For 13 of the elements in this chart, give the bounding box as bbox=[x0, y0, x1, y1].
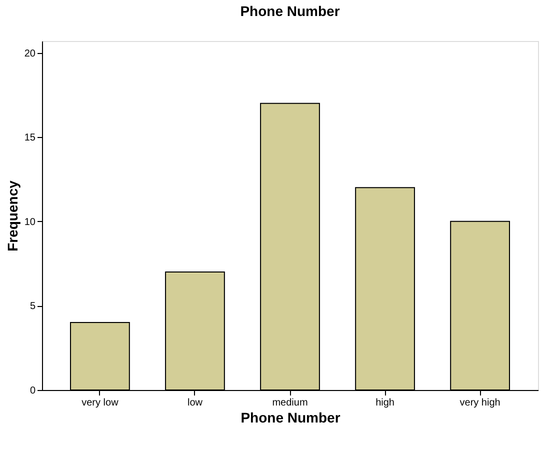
x-tick-label: low bbox=[187, 398, 204, 408]
x-tick-label: very high bbox=[460, 398, 500, 408]
y-axis-title: Frequency bbox=[4, 180, 20, 252]
y-tick-label: 10 bbox=[24, 216, 36, 228]
y-tick-label: 5 bbox=[30, 301, 36, 312]
x-tick-label: very low bbox=[82, 398, 120, 408]
x-axis-title: Phone Number bbox=[240, 410, 341, 426]
y-tick-label: 0 bbox=[30, 386, 36, 396]
chart-title: Phone Number bbox=[240, 3, 340, 19]
y-tick-label: 20 bbox=[24, 48, 36, 60]
x-tick-label: high bbox=[376, 398, 394, 408]
y-tick-label: 15 bbox=[24, 132, 36, 144]
x-tick-label: medium bbox=[272, 398, 308, 408]
